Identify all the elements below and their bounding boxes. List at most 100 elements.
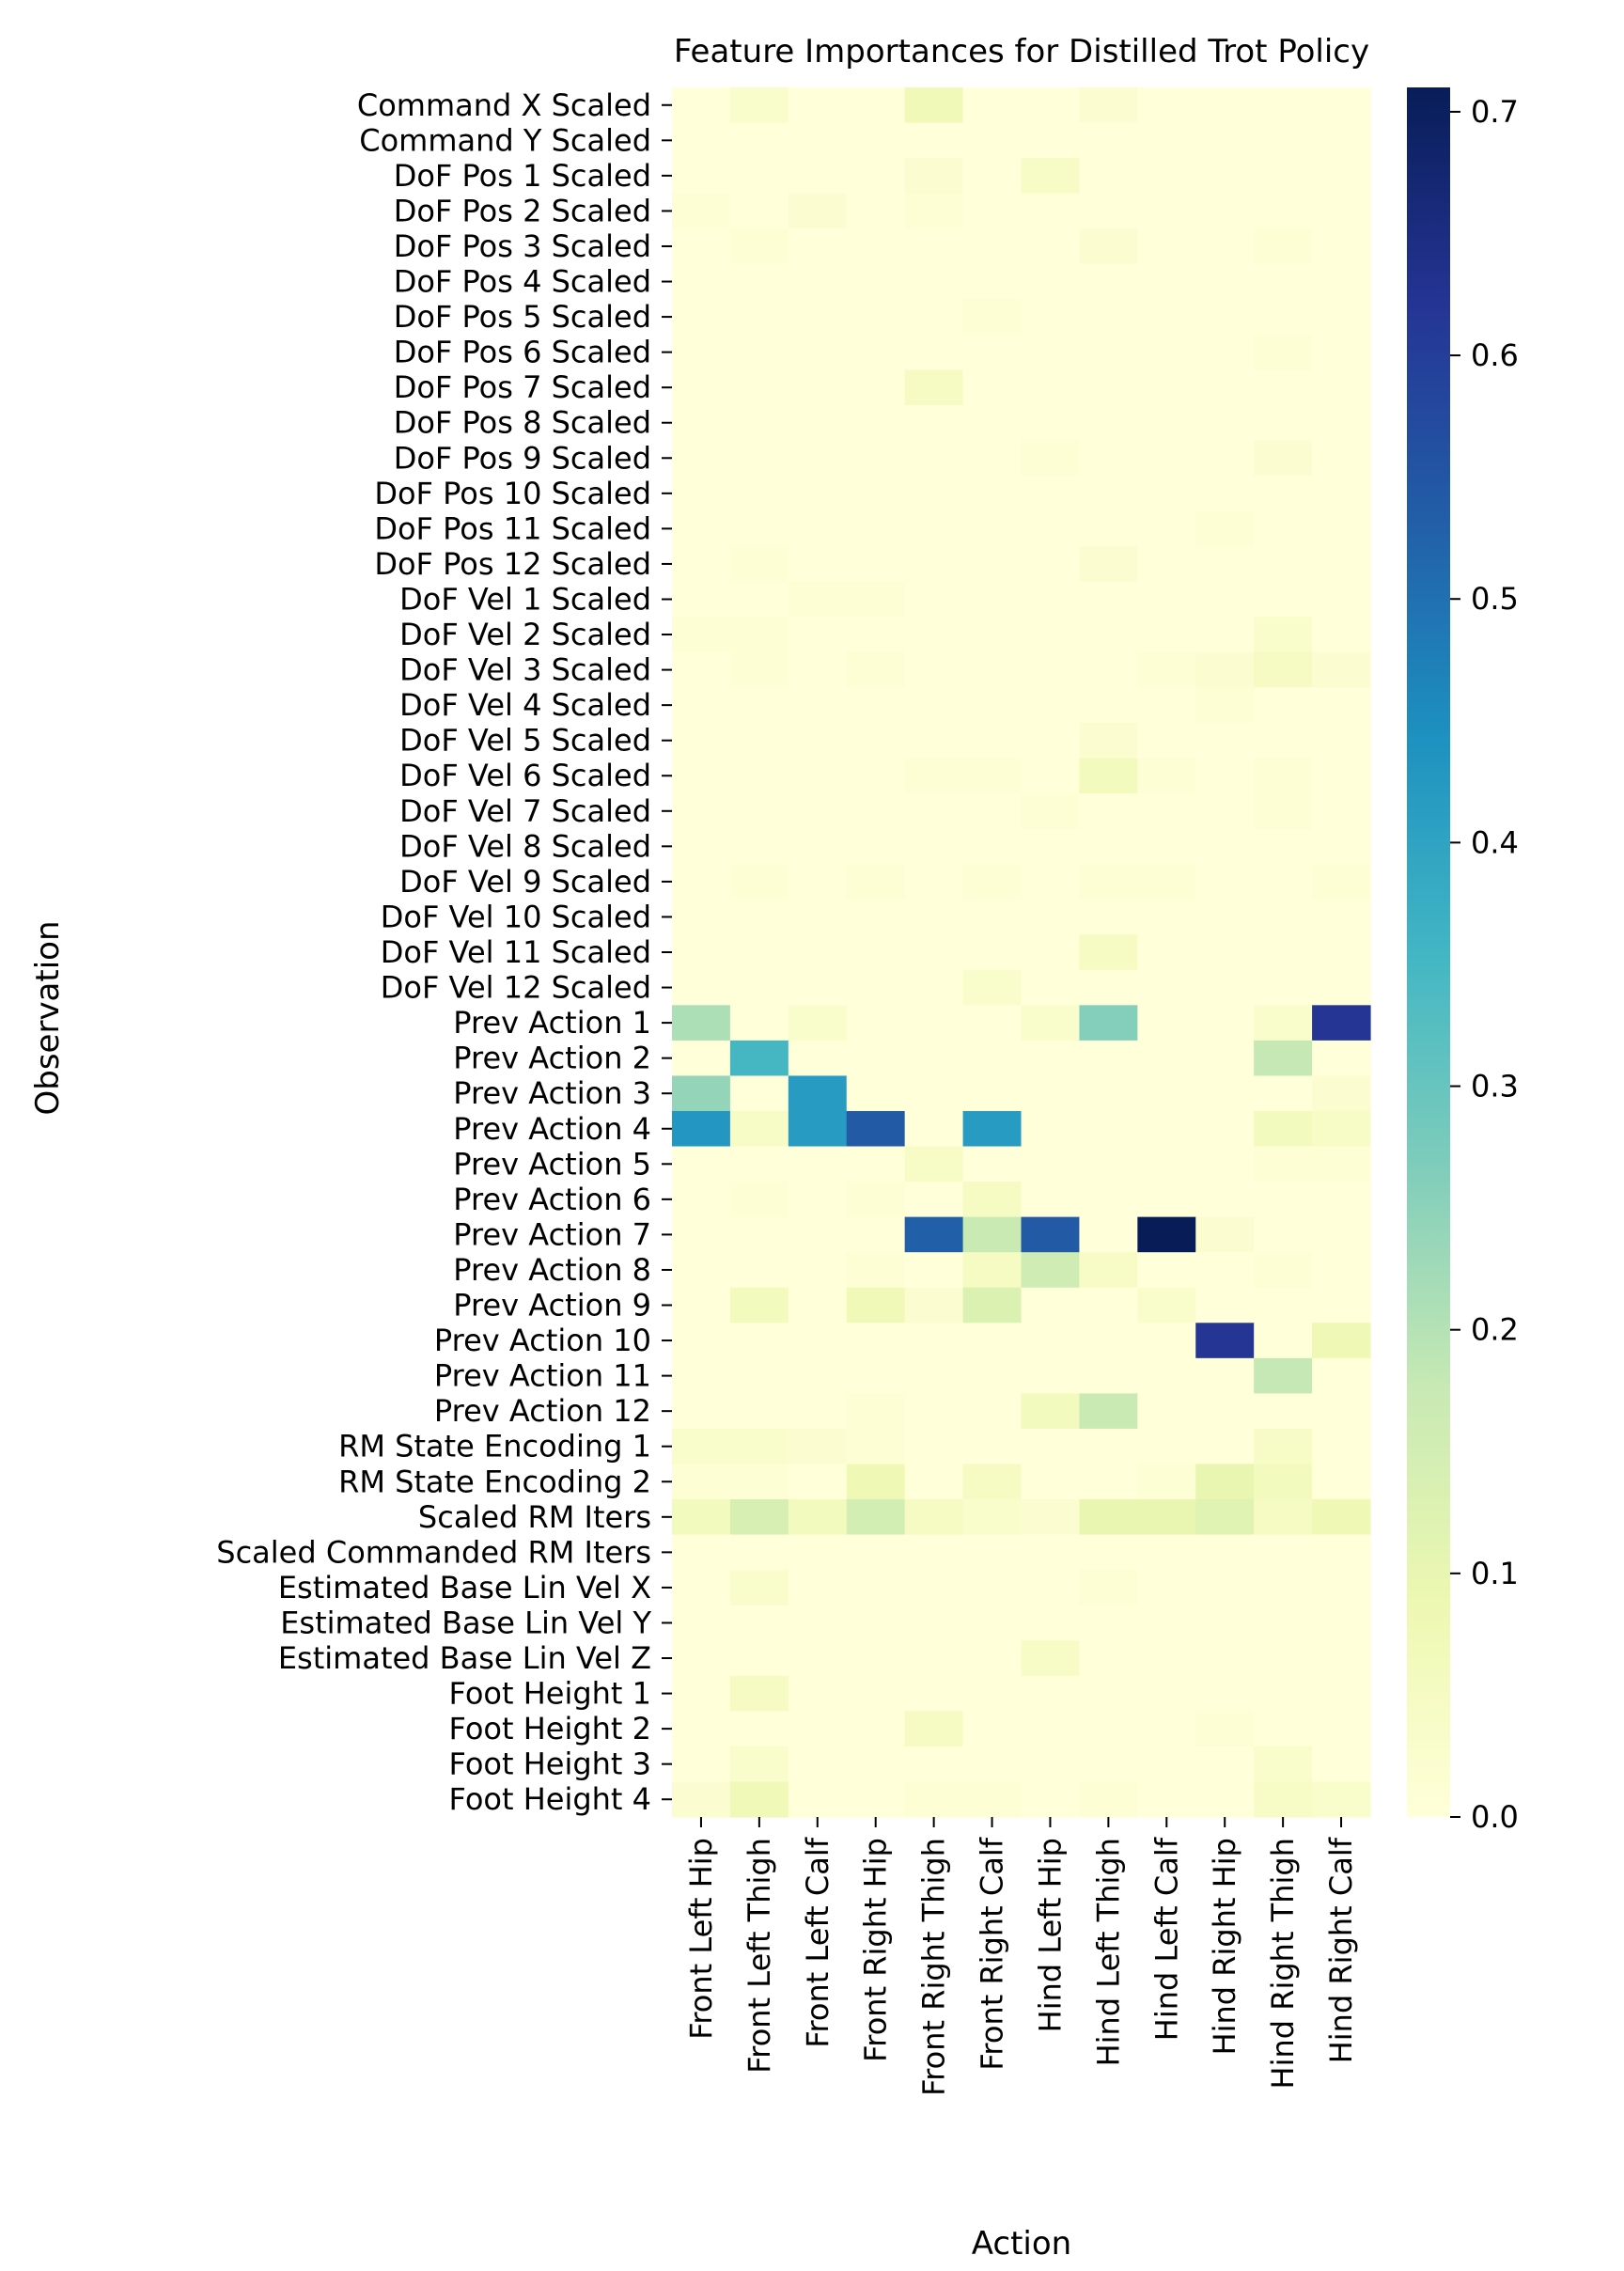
heatmap-cell: [846, 122, 906, 159]
heatmap-cell: [1021, 1357, 1081, 1394]
heatmap-cell: [1254, 758, 1313, 794]
heatmap-cell: [672, 1357, 731, 1394]
heatmap-cell: [1137, 404, 1196, 442]
heatmap-cell: [788, 1393, 848, 1430]
x-tick-label: Hind Left Calf: [1148, 1837, 1184, 2041]
x-tick-label: Front Right Thigh: [916, 1838, 952, 2096]
y-tick-label: DoF Pos 11 Scaled: [374, 510, 651, 546]
heatmap-cell: [729, 828, 789, 865]
heatmap-cell: [1254, 1110, 1313, 1148]
heatmap-cell: [672, 1110, 731, 1148]
y-tick-label: DoF Pos 7 Scaled: [394, 369, 651, 405]
heatmap-cell: [846, 440, 906, 477]
heatmap-cell: [1254, 1605, 1313, 1641]
heatmap-cell: [1254, 1040, 1313, 1077]
y-tick-label: DoF Vel 1 Scaled: [399, 581, 651, 617]
y-tick-label: RM State Encoding 2: [338, 1464, 651, 1499]
heatmap-cell: [1195, 299, 1255, 336]
heatmap-cell: [1137, 722, 1196, 760]
heatmap-cell: [1021, 546, 1081, 583]
heatmap-cell: [788, 1110, 848, 1148]
heatmap-cell: [729, 1146, 789, 1182]
heatmap-cell: [729, 158, 789, 195]
heatmap-cell: [904, 1570, 964, 1606]
heatmap-cell: [962, 1146, 1023, 1182]
heatmap-cell: [672, 87, 731, 124]
heatmap-cell: [1312, 158, 1371, 195]
heatmap-cell: [729, 793, 789, 830]
heatmap-cell: [1254, 510, 1313, 547]
heatmap-cell: [962, 1711, 1023, 1747]
heatmap-cell: [1312, 1605, 1371, 1641]
heatmap-cell: [962, 1323, 1023, 1359]
heatmap-cell: [1021, 1640, 1081, 1677]
heatmap-cell: [904, 334, 964, 371]
colorbar-tick-label: 0.2: [1471, 1312, 1519, 1348]
heatmap-cell: [1312, 828, 1371, 865]
heatmap-cell: [962, 476, 1023, 512]
heatmap-cell: [1195, 1393, 1255, 1430]
heatmap-cell: [1021, 1428, 1081, 1465]
y-tick-label: DoF Pos 8 Scaled: [394, 405, 651, 441]
heatmap-cell: [1195, 1357, 1255, 1394]
heatmap-cell: [1195, 1040, 1255, 1077]
heatmap-cell: [1079, 404, 1138, 442]
heatmap-cell: [729, 1005, 789, 1042]
heatmap-cell: [846, 1182, 906, 1218]
heatmap-cell: [1079, 1075, 1138, 1112]
heatmap-cell: [1137, 1110, 1196, 1148]
heatmap-cell: [1137, 546, 1196, 583]
y-tick-label: DoF Pos 12 Scaled: [374, 546, 651, 582]
heatmap-cell: [788, 651, 848, 688]
heatmap-cell: [1137, 369, 1196, 406]
heatmap-cell: [672, 793, 731, 830]
heatmap-cell: [846, 1287, 906, 1323]
heatmap-cell: [962, 687, 1023, 724]
heatmap-cell: [962, 934, 1023, 971]
heatmap-cell: [788, 793, 848, 830]
heatmap-cell: [1079, 1464, 1138, 1500]
heatmap-cell: [846, 476, 906, 512]
heatmap-cell: [1312, 510, 1371, 547]
heatmap-cell: [846, 299, 906, 336]
heatmap-cell: [729, 546, 789, 583]
heatmap-cell: [1254, 1005, 1313, 1042]
heatmap-cell: [1195, 899, 1255, 935]
heatmap-cell: [729, 1252, 789, 1289]
heatmap-cell: [1195, 1711, 1255, 1747]
heatmap-cell: [729, 1675, 789, 1712]
heatmap-cell: [1021, 969, 1081, 1006]
heatmap-cell: [1079, 617, 1138, 653]
heatmap-cell: [1195, 1605, 1255, 1641]
colorbar-ticks: 0.0 0.1 0.2 0.3 0.4 0.5 0.6 0.7: [1450, 94, 1519, 1835]
heatmap-cell: [1021, 1040, 1081, 1077]
heatmap-cell: [846, 158, 906, 195]
heatmap-cell: [1254, 158, 1313, 195]
heatmap-cell: [788, 899, 848, 935]
heatmap-cell: [1312, 87, 1371, 124]
heatmap-cell: [1312, 1287, 1371, 1323]
heatmap-cell: [1021, 934, 1081, 971]
heatmap-cell: [672, 934, 731, 971]
heatmap-cell: [1021, 1252, 1081, 1289]
heatmap-cell: [962, 122, 1023, 159]
heatmap-cell: [672, 828, 731, 865]
heatmap-cell: [1254, 228, 1313, 265]
heatmap-cell: [1079, 1182, 1138, 1218]
heatmap-cell: [962, 1640, 1023, 1677]
heatmap-cell: [904, 1110, 964, 1148]
heatmap-cell: [1312, 334, 1371, 371]
heatmap-cell: [1079, 299, 1138, 336]
heatmap-cell: [1021, 651, 1081, 688]
colorbar-tick-label: 0.7: [1471, 94, 1519, 130]
heatmap-cell: [846, 1675, 906, 1712]
heatmap-cell: [1079, 1393, 1138, 1430]
heatmap-cell: [672, 1464, 731, 1500]
heatmap-cell: [962, 263, 1023, 300]
heatmap-cell: [904, 687, 964, 724]
heatmap-cell: [962, 793, 1023, 830]
heatmap-cell: [788, 1570, 848, 1606]
heatmap-cell: [729, 864, 789, 901]
heatmap-cell: [672, 687, 731, 724]
